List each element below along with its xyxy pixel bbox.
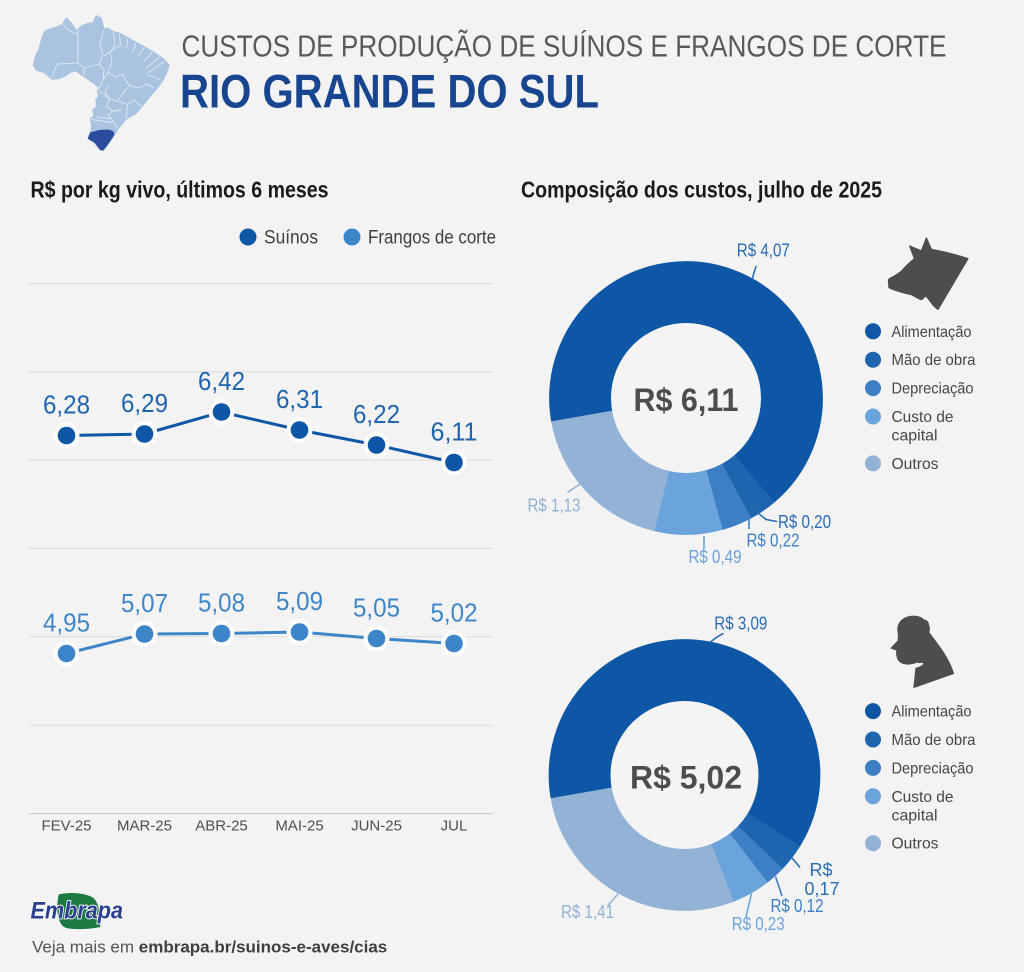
svg-text:CUSTOS DE PRODUÇÃO DE SUÍNOS E: CUSTOS DE PRODUÇÃO DE SUÍNOS E FRANGOS D… [182,29,947,64]
svg-text:Veja mais em embrapa.br/suinos: Veja mais em embrapa.br/suinos-e-aves/ci… [32,938,387,957]
svg-text:R$ 0,22: R$ 0,22 [747,531,800,551]
svg-text:5,07: 5,07 [121,588,168,618]
svg-text:Frangos de corte: Frangos de corte [368,228,496,249]
svg-text:Custo de: Custo de [892,789,954,806]
svg-text:R$ 0,23: R$ 0,23 [732,914,785,934]
svg-text:capital: capital [892,807,938,824]
svg-text:RIO GRANDE DO SUL: RIO GRANDE DO SUL [180,65,599,118]
svg-text:Alimentação: Alimentação [892,324,972,341]
svg-text:FEV-25: FEV-25 [41,818,91,835]
svg-text:6,22: 6,22 [353,399,400,429]
svg-text:Outros: Outros [892,836,939,853]
svg-text:R$: R$ [809,860,832,880]
svg-text:6,29: 6,29 [121,388,168,418]
svg-text:R$ 1,41: R$ 1,41 [561,902,614,922]
svg-text:5,02: 5,02 [431,598,478,628]
svg-text:MAI-25: MAI-25 [275,818,323,835]
svg-text:MAR-25: MAR-25 [117,818,172,835]
svg-text:Outros: Outros [892,456,939,473]
svg-text:R$ 3,09: R$ 3,09 [714,614,767,634]
svg-text:Custo de: Custo de [892,409,954,426]
svg-text:JUL: JUL [441,818,468,835]
svg-text:Embrapa: Embrapa [31,898,124,925]
svg-text:JUN-25: JUN-25 [351,818,402,835]
svg-text:Suínos: Suínos [264,228,318,249]
svg-text:R$ 0,49: R$ 0,49 [689,547,742,567]
svg-text:6,11: 6,11 [431,417,478,447]
svg-text:R$ 0,20: R$ 0,20 [778,512,831,532]
svg-text:capital: capital [892,427,938,444]
svg-text:Alimentação: Alimentação [892,704,972,721]
svg-text:6,42: 6,42 [198,366,245,396]
svg-text:ABR-25: ABR-25 [195,818,248,835]
svg-text:R$ 4,07: R$ 4,07 [737,241,790,261]
svg-text:R$ 0,12: R$ 0,12 [771,896,824,916]
svg-text:Mão de obra: Mão de obra [892,732,976,749]
svg-text:6,28: 6,28 [43,390,90,420]
svg-text:0,17: 0,17 [804,879,839,899]
svg-text:R$ por kg vivo, últimos 6 mese: R$ por kg vivo, últimos 6 meses [31,177,329,203]
svg-text:R$ 1,13: R$ 1,13 [528,496,581,516]
svg-text:5,08: 5,08 [198,588,245,618]
svg-text:Depreciação: Depreciação [892,760,974,777]
svg-text:Mão de obra: Mão de obra [892,352,976,369]
svg-text:6,31: 6,31 [276,384,323,414]
svg-text:4,95: 4,95 [43,608,90,638]
svg-text:Composição dos custos, julho d: Composição dos custos, julho de 2025 [521,177,882,203]
svg-text:R$ 6,11: R$ 6,11 [634,382,739,418]
svg-text:5,09: 5,09 [276,586,323,616]
svg-text:R$ 5,02: R$ 5,02 [630,760,742,796]
svg-text:Depreciação: Depreciação [892,381,974,398]
svg-text:5,05: 5,05 [353,593,400,623]
